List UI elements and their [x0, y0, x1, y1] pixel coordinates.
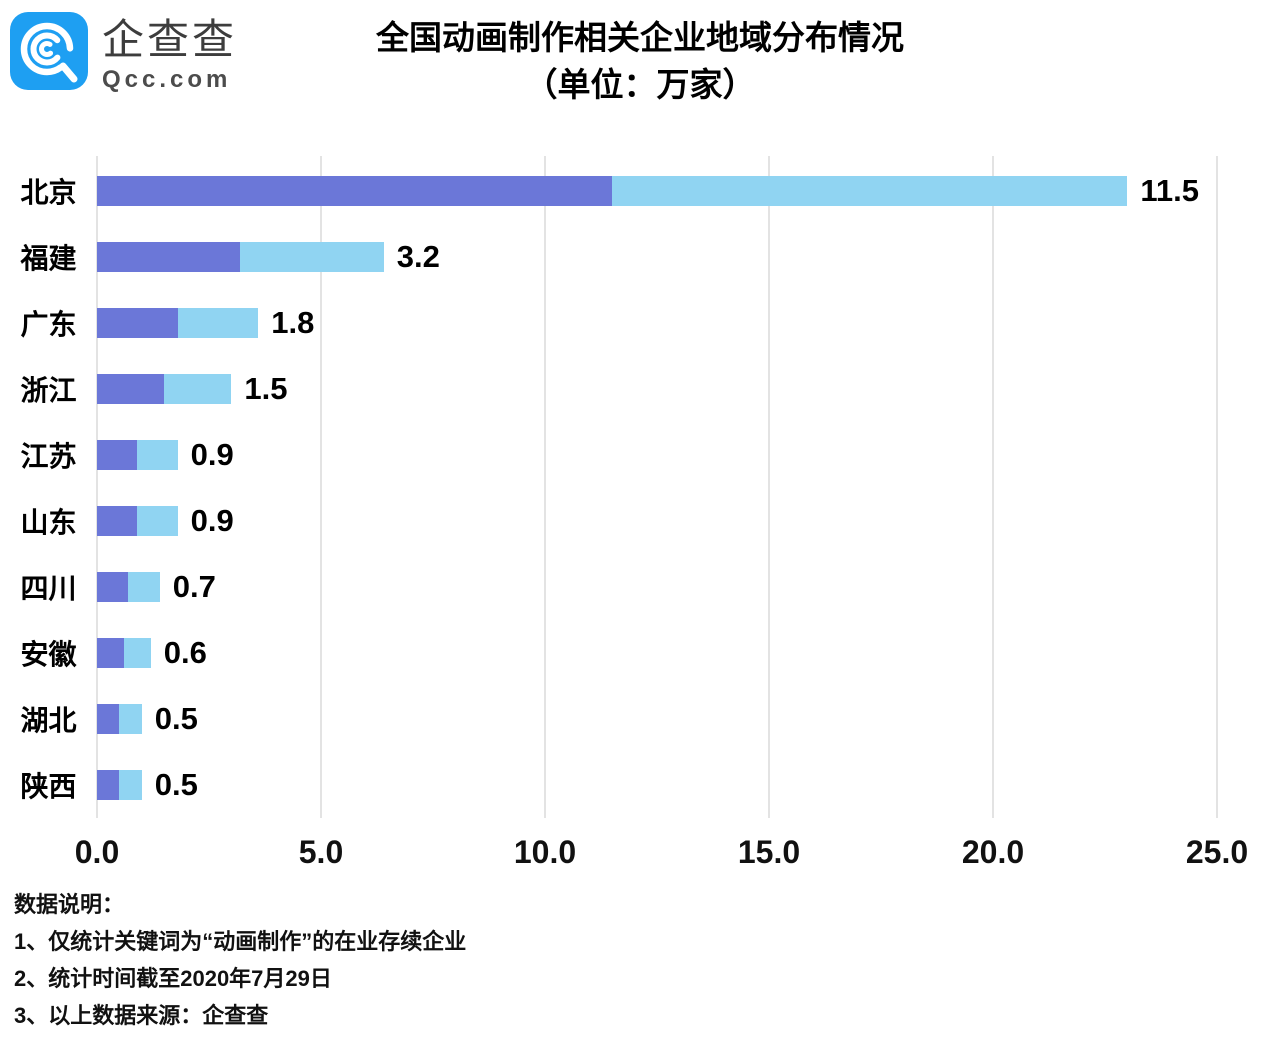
bar-segment-secondary	[612, 175, 1128, 206]
bar-row: 浙江 1.5	[0, 368, 1269, 410]
bar-segment-secondary	[177, 307, 259, 338]
qcc-logo: 企查查 Qcc.com	[10, 12, 237, 94]
bar-segment-secondary	[164, 373, 232, 404]
value-label: 1.5	[244, 370, 288, 406]
x-tick-label: 5.0	[298, 834, 344, 870]
bar-segment-primary	[97, 307, 178, 338]
logo-text: 企查查 Qcc.com	[102, 12, 237, 94]
brand-domain: Qcc.com	[102, 66, 232, 93]
category-label: 福建	[20, 242, 77, 274]
chart-title-line2: （单位：万家）	[524, 66, 756, 103]
bar-row: 安徽 0.6	[0, 632, 1269, 674]
bar-segment-secondary	[123, 637, 151, 668]
bar-row: 四川 0.7	[0, 566, 1269, 608]
chart-title: 全国动画制作相关企业地域分布情况 （单位：万家）	[150, 14, 1130, 108]
bar-row: 广东 1.8	[0, 302, 1269, 344]
value-label: 0.5	[154, 766, 198, 802]
bar-row: 江苏 0.9	[0, 434, 1269, 476]
category-label: 安徽	[20, 638, 77, 670]
category-label: 浙江	[20, 374, 77, 406]
bar-segment-secondary	[137, 505, 178, 536]
brand-name: 企查查	[102, 16, 238, 63]
bar-segment-primary	[97, 505, 138, 536]
x-tick-label: 0.0	[74, 834, 120, 870]
category-label: 江苏	[20, 440, 77, 472]
bar-row: 福建 3.2	[0, 236, 1269, 278]
category-label: 四川	[20, 572, 77, 604]
bar-segment-primary	[97, 439, 138, 470]
value-label: 1.8	[271, 304, 315, 340]
x-tick-label: 15.0	[737, 834, 801, 870]
bar-segment-primary	[97, 571, 129, 602]
value-label: 0.9	[190, 436, 234, 472]
note-line: 2、统计时间截至2020年7月29日	[14, 966, 332, 991]
bar-row: 湖北 0.5	[0, 698, 1269, 740]
gridline	[992, 156, 994, 818]
bar-row: 山东 0.9	[0, 500, 1269, 542]
value-label: 3.2	[396, 238, 440, 274]
x-tick-label: 10.0	[513, 834, 577, 870]
x-tick-label: 25.0	[1185, 834, 1249, 870]
data-notes: 数据说明： 1、仅统计关键词为“动画制作”的在业存续企业 2、统计时间截至2020…	[14, 886, 466, 1034]
category-label: 陕西	[20, 770, 77, 802]
category-label: 北京	[20, 176, 77, 208]
bar-segment-secondary	[137, 439, 178, 470]
x-tick-label: 20.0	[961, 834, 1025, 870]
bar-segment-primary	[97, 769, 120, 800]
value-label: 0.7	[172, 568, 216, 604]
bar-segment-secondary	[240, 241, 384, 272]
bar-segment-primary	[97, 703, 120, 734]
bar-row: 北京 11.5	[0, 170, 1269, 212]
bar-row: 陕西 0.5	[0, 764, 1269, 806]
gridline	[544, 156, 546, 818]
note-line: 1、仅统计关键词为“动画制作”的在业存续企业	[14, 929, 467, 954]
bar-segment-primary	[97, 637, 124, 668]
bar-segment-secondary	[119, 769, 142, 800]
chart-title-line1: 全国动画制作相关企业地域分布情况	[376, 19, 904, 56]
qcc-logo-icon	[10, 12, 88, 90]
value-label: 11.5	[1140, 172, 1199, 208]
value-label: 0.5	[154, 700, 198, 736]
category-label: 广东	[20, 308, 77, 340]
notes-lines: 1、仅统计关键词为“动画制作”的在业存续企业 2、统计时间截至2020年7月29日…	[14, 923, 466, 1034]
gridline	[96, 156, 98, 818]
bar-segment-primary	[97, 175, 613, 206]
value-label: 0.6	[163, 634, 207, 670]
notes-heading: 数据说明：	[14, 892, 125, 917]
bar-segment-secondary	[119, 703, 142, 734]
bar-segment-primary	[97, 241, 241, 272]
category-label: 湖北	[20, 704, 77, 736]
bar-segment-secondary	[128, 571, 160, 602]
note-line: 3、以上数据来源：企查查	[14, 1003, 269, 1028]
value-label: 0.9	[190, 502, 234, 538]
bar-segment-primary	[97, 373, 165, 404]
gridline	[1216, 156, 1218, 818]
gridline	[320, 156, 322, 818]
category-label: 山东	[20, 506, 77, 538]
gridline	[768, 156, 770, 818]
